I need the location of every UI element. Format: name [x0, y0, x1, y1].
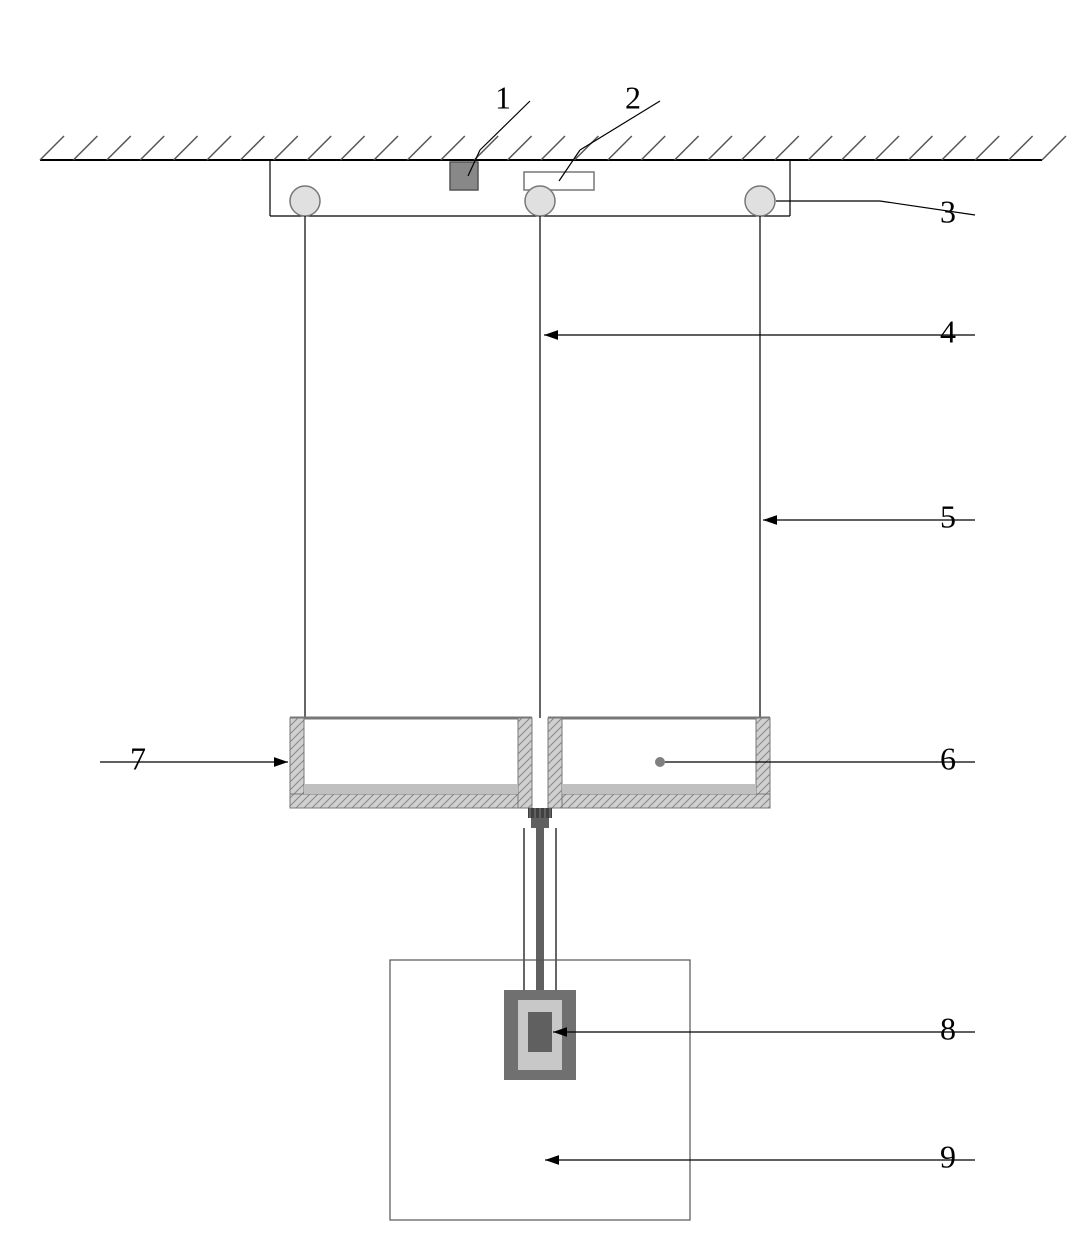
label-2: 2: [559, 79, 660, 181]
top-frame: [270, 160, 790, 216]
label-6: 6: [665, 740, 975, 776]
roller-2: [525, 186, 555, 216]
component-1: [450, 162, 478, 190]
label-text-5: 5: [940, 498, 956, 534]
tray: [290, 718, 770, 808]
roller-1: [290, 186, 320, 216]
label-5: 5: [763, 498, 975, 534]
roller-3: [745, 186, 775, 216]
label-text-8: 8: [940, 1010, 956, 1046]
label-text-3: 3: [940, 193, 956, 229]
ceiling: [40, 136, 1066, 160]
label-text-4: 4: [940, 313, 956, 349]
label-text-7: 7: [130, 740, 146, 776]
label-8: 8: [553, 1010, 975, 1046]
label-text-1: 1: [495, 79, 511, 115]
label-text-9: 9: [940, 1138, 956, 1174]
connector: [528, 808, 552, 828]
cables: [305, 216, 760, 718]
label-7: 7: [100, 740, 288, 776]
label-3: 3: [776, 193, 975, 229]
label-text-6: 6: [940, 740, 956, 776]
label-9: 9: [545, 1138, 975, 1174]
label-text-2: 2: [625, 79, 641, 115]
heater-dot: [655, 757, 665, 767]
